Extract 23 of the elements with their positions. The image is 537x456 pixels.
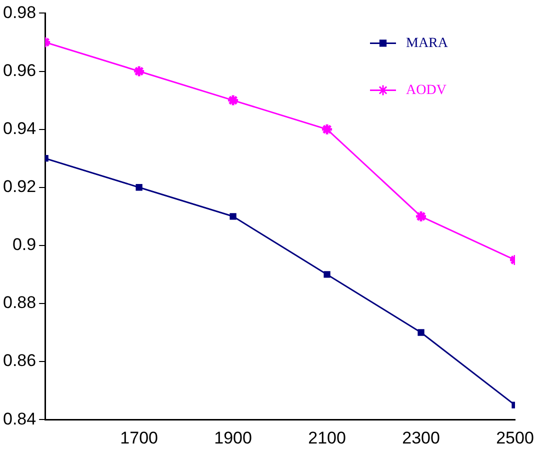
x-tick-label: 2300 (402, 428, 440, 448)
point (414, 210, 428, 223)
point (230, 213, 236, 220)
point (320, 123, 334, 136)
y-tick-label: 0.94 (2, 119, 36, 138)
point (324, 271, 330, 278)
x-tick-label: 1900 (214, 428, 252, 448)
x-tick-label: 2500 (496, 428, 534, 448)
point (136, 184, 142, 191)
y-tick-label: 0.96 (2, 60, 36, 80)
y-tick-label: 0.86 (2, 351, 36, 370)
legend-label: MARA (406, 36, 449, 51)
point (226, 94, 240, 107)
y-tick-label: 0.88 (2, 293, 36, 312)
x-tick-label: 1700 (120, 428, 158, 448)
y-tick-label: 0.9 (12, 235, 36, 254)
point (132, 65, 146, 78)
y-tick-label: 0.84 (2, 409, 36, 428)
y-tick-label: 0.98 (2, 2, 36, 22)
point (418, 329, 424, 336)
legend-label: AODV (406, 82, 446, 98)
x-tick-label: 2100 (308, 428, 346, 448)
y-tick-label: 0.92 (2, 177, 36, 196)
